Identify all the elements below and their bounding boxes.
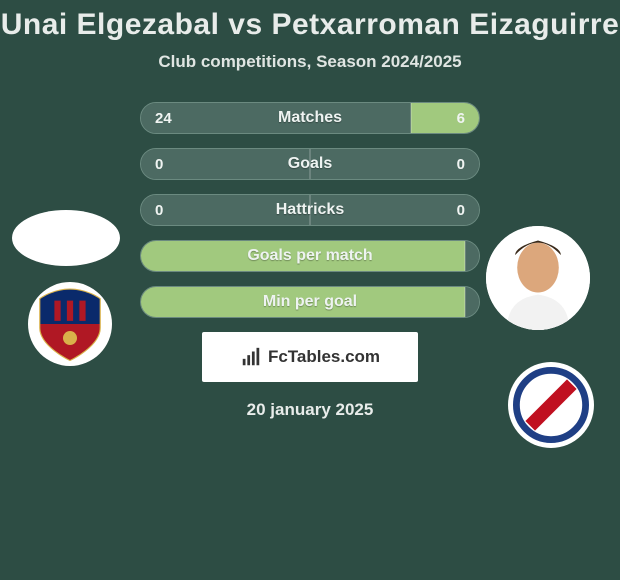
stat-bar-label: Goals [141,149,479,179]
stat-bar-row: Matches24 6 [140,102,480,134]
person-icon [486,226,590,330]
stat-bar-label: Goals per match [141,241,479,271]
bar-chart-icon [240,346,262,368]
left-player-avatar [12,210,120,266]
comparison-area: Matches246Goals00Hattricks00Goals per ma… [0,102,620,420]
stat-bar-right-value: 6 [443,103,479,133]
stat-bar-left-value: 0 [141,195,177,225]
right-club-crest [508,362,594,448]
stat-bar-row: Goals per match [140,240,480,272]
stat-bar-left-value: 24 [141,103,186,133]
stat-bar-right-value: 0 [443,195,479,225]
stat-bar-right-value: 0 [443,149,479,179]
club-badge-icon [511,365,591,445]
stat-bar-label: Matches [141,103,479,133]
stat-bar-left-value: 0 [141,149,177,179]
avatar-placeholder-icon [12,210,120,266]
stat-bar-row: Goals0 0 [140,148,480,180]
left-club-crest [28,282,112,366]
stat-bars: Matches246Goals00Hattricks00Goals per ma… [140,102,480,318]
stat-bar-row: Hattricks0 0 [140,194,480,226]
watermark: FcTables.com [202,332,418,382]
page-subtitle: Club competitions, Season 2024/2025 [0,52,620,72]
shield-icon [31,285,109,363]
stat-bar-row: Min per goal [140,286,480,318]
watermark-text: FcTables.com [268,347,380,367]
page-title: Unai Elgezabal vs Petxarroman Eizaguirre [0,0,620,42]
stat-bar-label: Min per goal [141,287,479,317]
stat-bar-label: Hattricks [141,195,479,225]
right-player-avatar [486,226,590,330]
